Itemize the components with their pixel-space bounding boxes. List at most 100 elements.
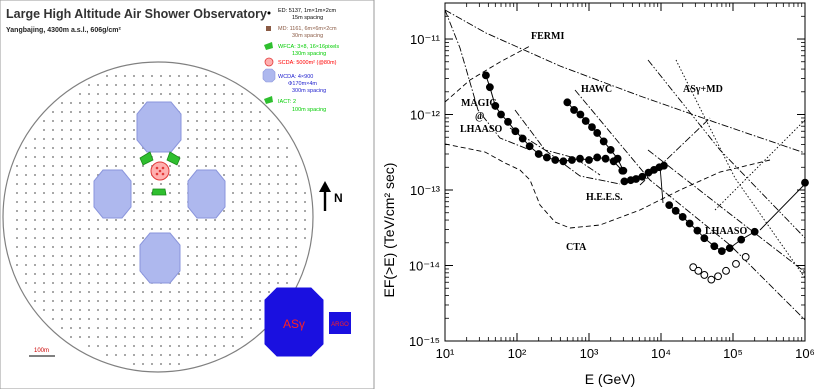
ed-detector-dot [160, 210, 162, 212]
ed-detector-dot [106, 246, 108, 248]
ed-detector-dot [205, 228, 207, 230]
ed-detector-dot [34, 255, 36, 257]
ed-detector-dot [187, 138, 189, 140]
data-point [482, 71, 490, 80]
ed-detector-dot [241, 327, 243, 329]
ed-detector-dot [61, 120, 63, 122]
ed-detector-dot [70, 237, 72, 239]
ed-detector-dot [133, 183, 135, 185]
ed-detector-dot [250, 300, 252, 302]
ed-detector-dot [187, 282, 189, 284]
ed-detector-dot [115, 93, 117, 95]
ed-detector-dot [124, 255, 126, 257]
ed-detector-dot [43, 183, 45, 185]
ed-detector-dot [241, 93, 243, 95]
ed-detector-dot [97, 156, 99, 158]
ed-detector-dot [286, 228, 288, 230]
ed-detector-dot [88, 282, 90, 284]
data-point [606, 145, 615, 154]
ed-detector-dot [25, 282, 27, 284]
ed-detector-dot [34, 264, 36, 266]
ed-detector-dot [61, 129, 63, 131]
ed-detector-dot [187, 309, 189, 311]
ed-detector-dot [61, 165, 63, 167]
ed-detector-dot [223, 345, 225, 347]
ed-detector-dot [142, 291, 144, 293]
ed-detector-dot [124, 156, 126, 158]
ed-detector-dot [70, 147, 72, 149]
ed-detector-dot [286, 201, 288, 203]
ed-detector-dot [43, 210, 45, 212]
legend-sub: Φ170m×4m [288, 81, 317, 87]
ed-detector-dot [169, 219, 171, 221]
ed-detector-dot [205, 336, 207, 338]
ed-detector-dot [25, 201, 27, 203]
ed-detector-dot [187, 84, 189, 86]
ed-detector-dot [97, 111, 99, 113]
ed-detector-dot [205, 291, 207, 293]
octagon-icon [262, 68, 276, 83]
legend-label: WFCA: 3×8, 16×16pixels [278, 44, 339, 50]
ed-detector-dot [133, 93, 135, 95]
ed-detector-dot [160, 75, 162, 77]
ed-detector-dot [232, 264, 234, 266]
ed-detector-dot [88, 255, 90, 257]
ed-detector-dot [106, 354, 108, 356]
ed-detector-dot [25, 219, 27, 221]
ed-detector-dot [61, 291, 63, 293]
ed-detector-dot [79, 192, 81, 194]
ed-detector-dot [295, 192, 297, 194]
ed-detector-dot [205, 264, 207, 266]
data-point [750, 227, 759, 236]
ed-detector-dot [241, 111, 243, 113]
ed-detector-dot [205, 75, 207, 77]
ed-detector-dot [223, 318, 225, 320]
ed-detector-dot [97, 147, 99, 149]
ed-detector-dot [133, 246, 135, 248]
ed-detector-dot [178, 75, 180, 77]
ed-detector-dot [169, 300, 171, 302]
ed-detector-dot [277, 219, 279, 221]
ed-detector-dot [115, 318, 117, 320]
open-data-point [714, 272, 722, 281]
ed-detector-dot [79, 291, 81, 293]
ed-detector-dot [115, 264, 117, 266]
ed-detector-dot [259, 291, 261, 293]
ed-detector-dot [196, 102, 198, 104]
ed-detector-dot [196, 354, 198, 356]
ed-detector-dot [196, 228, 198, 230]
ed-detector-dot [34, 219, 36, 221]
ed-detector-dot [16, 201, 18, 203]
ed-detector-dot [250, 183, 252, 185]
ed-detector-dot [259, 246, 261, 248]
ed-detector-dot [196, 345, 198, 347]
ed-detector-dot [241, 210, 243, 212]
ed-detector-dot [223, 84, 225, 86]
ed-detector-dot [124, 354, 126, 356]
ed-detector-dot [88, 309, 90, 311]
ed-detector-dot [187, 93, 189, 95]
ed-detector-dot [151, 201, 153, 203]
ed-detector-dot [142, 228, 144, 230]
ed-detector-dot [115, 273, 117, 275]
ed-detector-dot [115, 129, 117, 131]
telescope-icon [264, 96, 273, 104]
ed-detector-dot [88, 219, 90, 221]
ed-detector-dot [142, 237, 144, 239]
ed-detector-dot [115, 120, 117, 122]
x-tick-label: 10⁴ [651, 346, 671, 361]
ed-detector-dot [268, 291, 270, 293]
ed-detector-dot [187, 102, 189, 104]
ed-detector-dot [43, 273, 45, 275]
fermi-curve-low [444, 9, 531, 151]
data-point [593, 153, 602, 162]
ed-detector-dot [187, 129, 189, 131]
ed-detector-dot [142, 210, 144, 212]
ed-detector-dot [304, 210, 306, 212]
ed-detector-dot [52, 138, 54, 140]
ed-detector-dot [79, 318, 81, 320]
ed-detector-dot [70, 174, 72, 176]
ed-detector-dot [34, 291, 36, 293]
ed-detector-dot [142, 300, 144, 302]
ed-detector-dot [232, 183, 234, 185]
